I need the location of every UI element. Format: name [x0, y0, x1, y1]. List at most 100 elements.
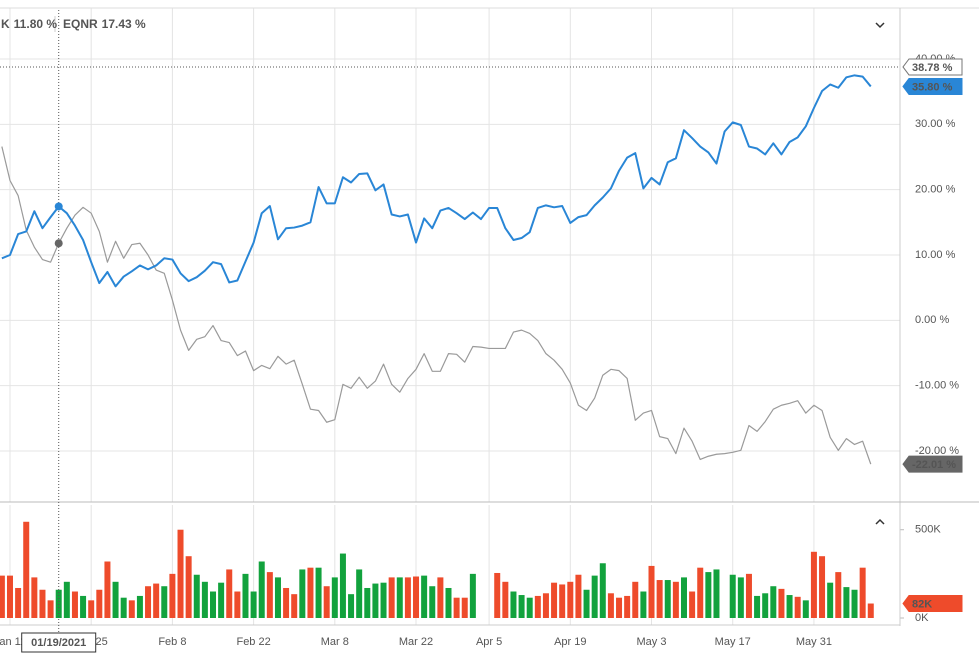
- volume-bar: [429, 586, 436, 618]
- volume-bar: [542, 593, 549, 618]
- volume-bar: [323, 586, 330, 618]
- volume-bar: [356, 569, 363, 618]
- y-tick-label: 500K: [915, 524, 941, 536]
- volume-bar: [624, 595, 631, 618]
- volume-bar: [851, 589, 858, 618]
- x-tick-label: May 31: [796, 636, 832, 648]
- volume-bar: [258, 561, 265, 618]
- x-tick-label: Mar 22: [399, 636, 433, 648]
- volume-bar: [71, 591, 78, 618]
- volume-bar: [364, 587, 371, 618]
- volume-bar: [518, 595, 525, 618]
- volume-bar: [153, 583, 160, 618]
- volume-bar: [835, 572, 842, 618]
- volume-bar: [607, 593, 614, 618]
- last-value-tag-text: 35.80 %: [912, 81, 953, 93]
- volume-bar: [0, 575, 5, 618]
- volume-bar: [616, 597, 623, 618]
- volume-bar: [672, 581, 679, 618]
- x-tick-label: May 3: [637, 636, 667, 648]
- volume-bar: [786, 595, 793, 618]
- x-tick-label: May 17: [715, 636, 751, 648]
- volume-bar: [437, 577, 444, 618]
- crosshair-date-box: [21, 632, 97, 653]
- volume-bar: [96, 589, 103, 618]
- y-tick-label: 30.00 %: [915, 118, 956, 130]
- volume-bar: [867, 603, 874, 618]
- volume-bar: [843, 587, 850, 618]
- x-tick-label: Mar 8: [321, 636, 349, 648]
- collapse-icon[interactable]: [875, 22, 885, 29]
- y-tick-label: 0K: [915, 612, 929, 624]
- last-value-tag: [902, 455, 963, 473]
- volume-bar: [388, 577, 395, 618]
- volume-bar: [63, 581, 70, 618]
- volume-bar: [640, 591, 647, 618]
- expand-icon[interactable]: [875, 518, 885, 525]
- volume-bar: [396, 577, 403, 618]
- x-tick-label: Feb 8: [158, 636, 186, 648]
- volume-bar: [339, 553, 346, 618]
- volume-bar: [404, 577, 411, 618]
- volume-bar: [193, 574, 200, 618]
- volume-bar: [169, 573, 176, 618]
- volume-bar: [762, 593, 769, 618]
- volume-bar: [136, 595, 143, 618]
- volume-bar: [502, 581, 509, 618]
- y-tick-label: 10.00 %: [915, 249, 956, 261]
- volume-bar: [380, 582, 387, 618]
- volume-bar: [794, 596, 801, 618]
- volume-bar: [413, 576, 420, 618]
- volume-bar: [226, 569, 233, 618]
- legend-name: EQNR: [63, 17, 98, 31]
- volume-bar: [6, 575, 13, 618]
- volume-bar: [770, 586, 777, 618]
- volume-bar: [112, 581, 119, 618]
- volume-bar: [664, 580, 671, 618]
- volume-bar: [55, 589, 62, 618]
- volume-bar: [526, 597, 533, 618]
- last-volume-tag-text: 82K: [912, 598, 932, 610]
- volume-bar: [31, 577, 38, 618]
- y-tick-label: -10.00 %: [915, 380, 959, 392]
- reference-tag-text: 38.78 %: [912, 62, 953, 74]
- volume-bar: [713, 569, 720, 618]
- series-line: [1, 146, 872, 465]
- x-tick-label: Apr 19: [554, 636, 586, 648]
- x-tick-label: Feb 22: [236, 636, 270, 648]
- volume-bar: [185, 556, 192, 618]
- volume-bar: [575, 574, 582, 618]
- volume-bar: [88, 600, 95, 618]
- volume-bar: [648, 565, 655, 618]
- volume-bar: [234, 591, 241, 618]
- legend-value: 11.80 %: [14, 17, 58, 31]
- volume-bar: [331, 577, 338, 618]
- volume-bar: [372, 583, 379, 618]
- volume-bar: [445, 587, 452, 618]
- volume-bar: [599, 563, 606, 618]
- volume-bar: [559, 584, 566, 618]
- legend-value: 17.43 %: [102, 17, 146, 31]
- reference-tag: [902, 58, 963, 76]
- volume-bar: [283, 587, 290, 618]
- y-tick-label: 20.00 %: [915, 184, 956, 196]
- volume-bar: [250, 591, 257, 618]
- volume-bar: [266, 572, 273, 618]
- volume-bar: [567, 581, 574, 618]
- volume-bar: [778, 588, 785, 618]
- y-tick-label: 0.00 %: [915, 314, 949, 326]
- volume-bar: [534, 595, 541, 618]
- series-line: [1, 74, 872, 288]
- volume-bar: [729, 574, 736, 618]
- volume-bar: [145, 586, 152, 618]
- volume-bar: [591, 575, 598, 618]
- volume-bar: [754, 595, 761, 618]
- volume-bar: [656, 580, 663, 618]
- volume-bar: [307, 567, 314, 618]
- volume-bar: [680, 577, 687, 618]
- volume-bar: [737, 577, 744, 618]
- volume-bar: [274, 577, 281, 618]
- volume-bar: [827, 582, 834, 618]
